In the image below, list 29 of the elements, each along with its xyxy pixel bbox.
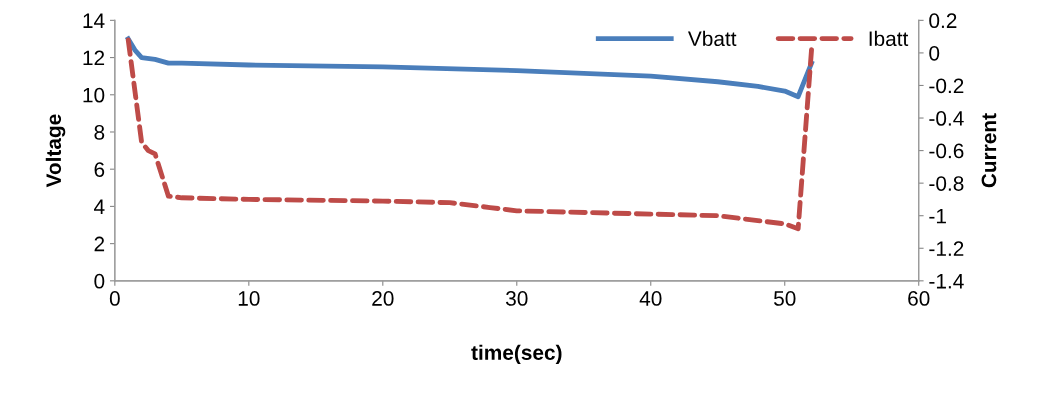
y-tick-label: 2	[94, 236, 105, 252]
y2-tick-label: -0.4	[929, 111, 964, 126]
x-tick-label: 10	[238, 291, 260, 306]
y2-axis-title: Current	[981, 113, 997, 188]
legend-label: Vbatt	[687, 30, 737, 47]
y2-tick-label: 0.2	[929, 13, 957, 29]
x-tick-label: 20	[372, 291, 394, 306]
y2-tick-label: -0.2	[929, 78, 964, 94]
x-tick-label: 60	[908, 291, 930, 306]
x-tick-label: 50	[773, 291, 796, 306]
y2-tick-label: -0.6	[929, 143, 964, 159]
y-tick-label: 14	[83, 13, 105, 28]
y-tick-label: 12	[83, 50, 105, 66]
y2-tick-label: -0.8	[929, 176, 964, 191]
y2-tick-label: -1	[929, 208, 946, 224]
y-tick-label: 8	[94, 124, 105, 140]
y-tick-label: 10	[83, 87, 105, 103]
x-tick-label: 0	[109, 291, 120, 306]
y-tick-label: 6	[94, 162, 105, 177]
legend-label: Ibatt	[869, 30, 909, 47]
y-tick-label: 0	[94, 273, 105, 289]
x-axis-title: time(sec)	[471, 344, 562, 365]
y2-tick-label: -1.2	[929, 241, 964, 256]
x-tick-label: 30	[505, 291, 528, 306]
y2-tick-label: -1.4	[929, 274, 964, 289]
y-tick-label: 4	[94, 199, 105, 214]
x-tick-label: 40	[639, 291, 662, 306]
y-axis-title: Voltage	[45, 114, 66, 188]
y2-tick-label: 0	[929, 45, 940, 61]
